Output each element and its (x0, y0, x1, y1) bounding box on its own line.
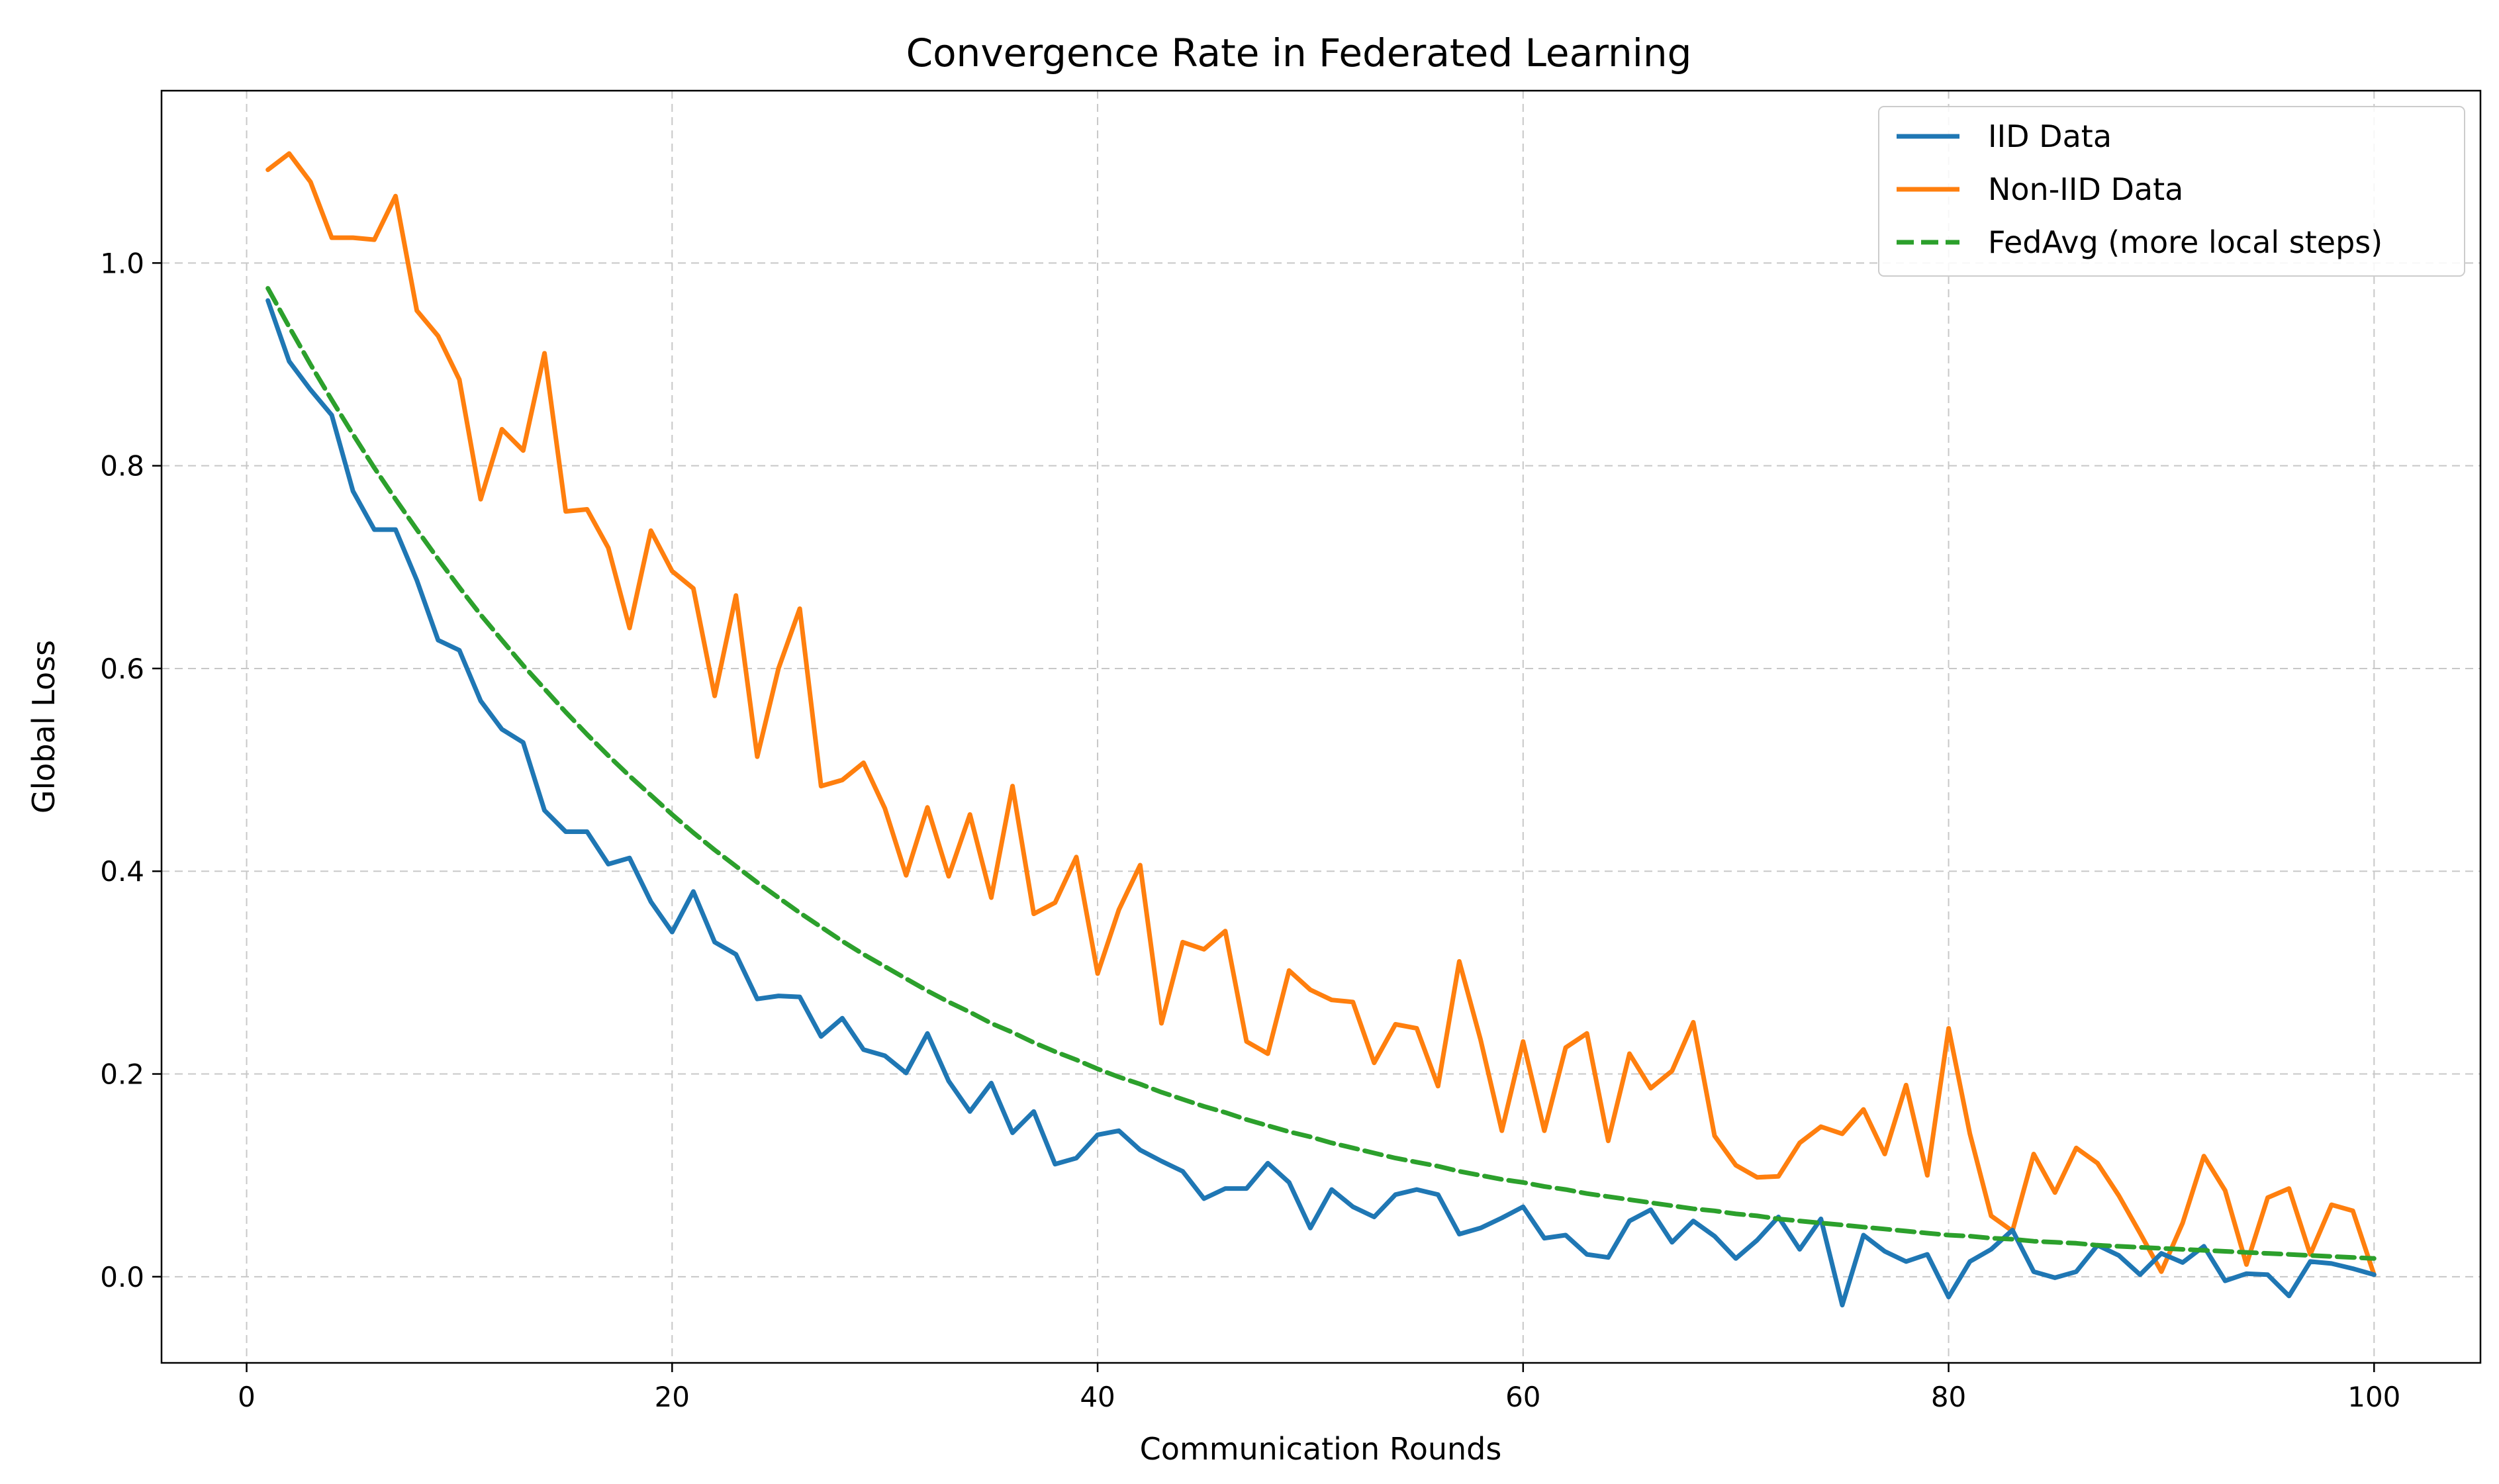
x-axis: 0 20 40 60 80 100 (238, 1363, 2400, 1413)
y-tick-label: 1.0 (100, 247, 144, 279)
series-line-iid-data (265, 298, 2377, 1308)
x-tick-label: 60 (1505, 1381, 1540, 1413)
plot-frame (160, 89, 2482, 1364)
x-tick-label: 100 (2347, 1381, 2400, 1413)
legend-box (1878, 106, 2465, 277)
y-tick-label: 0.6 (100, 653, 144, 685)
grid (162, 91, 2480, 1363)
series-layer (265, 151, 2377, 1308)
x-tick-label: 80 (1931, 1381, 1966, 1413)
x-tick-label: 20 (655, 1381, 690, 1413)
series-line-non-iid-data (265, 151, 2377, 1277)
y-tick-label: 0.8 (100, 450, 144, 483)
y-tick-label: 0.4 (100, 855, 144, 888)
legend-label: FedAvg (more local steps) (1988, 224, 2382, 260)
legend-label: IID Data (1988, 118, 2112, 154)
legend: IID Data Non-IID Data FedAvg (more local s… (1878, 106, 2465, 277)
y-axis: 0.0 0.2 0.4 0.6 0.8 1.0 (100, 247, 162, 1293)
x-tick-label: 0 (238, 1381, 256, 1413)
chart-title: Convergence Rate in Federated Learning (906, 30, 1692, 75)
x-axis-title: Communication Rounds (1140, 1431, 1502, 1467)
y-tick-label: 0.2 (100, 1058, 144, 1091)
legend-label: Non-IID Data (1988, 171, 2183, 207)
y-tick-label: 0.0 (100, 1261, 144, 1293)
series-line-fedavg-more-local-steps (265, 286, 2377, 1261)
x-tick-label: 40 (1080, 1381, 1115, 1413)
y-axis-title: Global Loss (26, 640, 62, 813)
